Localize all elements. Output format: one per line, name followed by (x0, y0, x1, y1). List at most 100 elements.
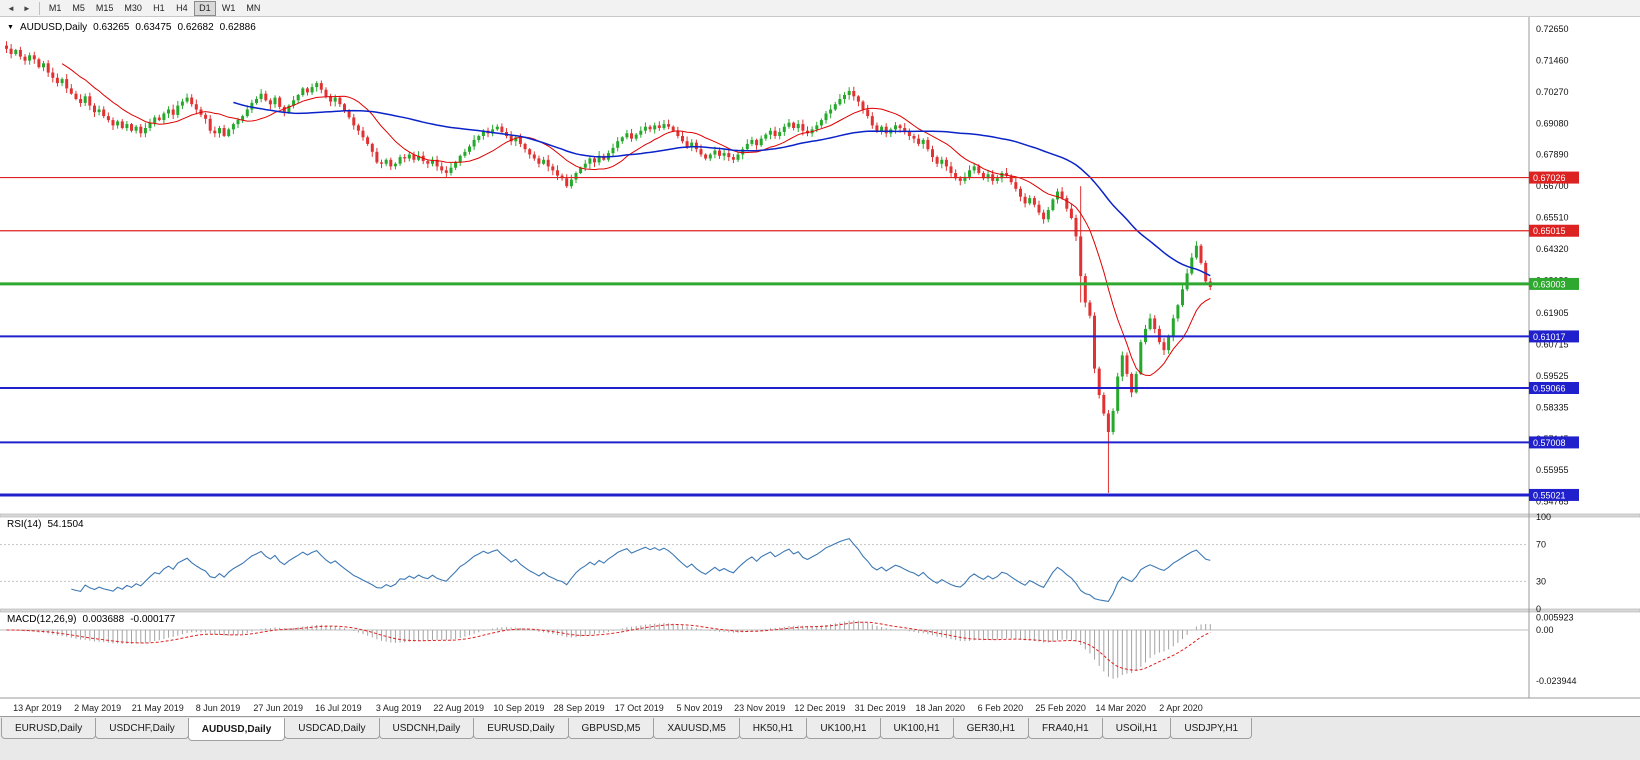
candle-body (866, 109, 870, 117)
candle-body (713, 150, 717, 155)
candle-body (1185, 273, 1189, 290)
candle-body (319, 83, 323, 90)
timeframe-button-w1[interactable]: W1 (221, 3, 236, 13)
timeframe-button-m30[interactable]: M30 (124, 3, 142, 13)
candle-body (556, 170, 559, 176)
candle-body (204, 114, 208, 119)
candle-body (14, 50, 18, 54)
chart-tab-usoil-h1[interactable]: USOil,H1 (1101, 718, 1172, 739)
chart-tab-xauusd-m5[interactable]: XAUUSD,M5 (653, 718, 740, 739)
candle-body (1046, 210, 1050, 220)
chart-tab-fra40-h1[interactable]: FRA40,H1 (1028, 718, 1103, 739)
candle-body (97, 109, 101, 113)
candle-body (273, 97, 277, 105)
macd-value-signal: -0.000177 (130, 614, 176, 625)
price-axis-label: 0.61905 (1536, 308, 1569, 318)
chart-tab-audusd-daily[interactable]: AUDUSD,Daily (187, 718, 286, 741)
chart-tab-gbpusd-m5[interactable]: GBPUSD,M5 (567, 718, 655, 739)
date-axis-label: 25 Feb 2020 (1035, 703, 1086, 713)
candle-body (241, 116, 245, 121)
candle-body (375, 151, 379, 163)
candle-body (944, 159, 948, 167)
price-axis-label: 0.66700 (1536, 181, 1569, 191)
chart-tab-uk100-h1[interactable]: UK100,H1 (806, 718, 881, 739)
candle-body (111, 120, 115, 126)
candle-body (796, 124, 800, 129)
candle-body (292, 100, 296, 106)
candle-body (153, 117, 157, 123)
candle-body (393, 163, 397, 167)
candle-body (1023, 196, 1027, 204)
candle-body (268, 100, 272, 105)
candle-body (708, 154, 712, 159)
candle-body (417, 155, 421, 160)
timeframe-button-h1[interactable]: H1 (153, 3, 165, 13)
pane-separator[interactable] (0, 608, 1640, 613)
hline-price-tag-text: 0.57008 (1533, 438, 1566, 448)
candle-body (1032, 198, 1036, 205)
date-axis-label: 28 Sep 2019 (554, 703, 605, 713)
candle-body (574, 173, 578, 180)
candle-body (1204, 262, 1208, 282)
candle-body (690, 142, 694, 147)
scroll-right-icon[interactable]: ► (22, 3, 31, 13)
candle-body (157, 117, 161, 121)
candle-body (847, 91, 851, 95)
candle-body (125, 124, 129, 129)
chart-tab-usdjpy-h1[interactable]: USDJPY,H1 (1170, 718, 1253, 739)
candle-body (380, 162, 383, 164)
candle-body (643, 126, 647, 131)
candle-body (301, 88, 305, 95)
candle-body (768, 130, 772, 135)
candle-body (162, 113, 166, 121)
chart-tab-usdchf-daily[interactable]: USDCHF,Daily (95, 718, 189, 739)
candle-body (431, 159, 434, 164)
candle-body (671, 126, 675, 131)
candle-body (898, 125, 902, 128)
candle-body (398, 157, 402, 164)
candle-body (259, 93, 263, 99)
candle-body (296, 95, 300, 101)
price-axis-label: 0.60715 (1536, 339, 1569, 349)
candle-body (963, 176, 967, 181)
candle-body (824, 113, 828, 121)
candle-body (694, 142, 698, 150)
rsi-axis-label: 30 (1536, 576, 1546, 586)
collapse-icon[interactable]: ▼ (7, 24, 14, 31)
timeframe-button-mn[interactable]: MN (246, 3, 261, 13)
pane-separator[interactable] (0, 513, 1640, 518)
candle-body (18, 50, 22, 57)
date-axis-label: 13 Apr 2019 (13, 703, 62, 713)
candle-body (1181, 289, 1184, 306)
candle-body (833, 104, 837, 110)
chart-tab-hk50-h1[interactable]: HK50,H1 (738, 718, 808, 739)
candle-body (532, 154, 536, 159)
chart-tab-usdcad-daily[interactable]: USDCAD,Daily (284, 718, 380, 739)
candle-body (1199, 245, 1203, 263)
timeframe-button-m1[interactable]: M1 (48, 3, 62, 13)
timeframe-button-m5[interactable]: M5 (72, 3, 85, 13)
scroll-left-icon[interactable]: ◄ (7, 3, 15, 13)
candle-body (648, 126, 652, 130)
chart-tab-uk100-h1[interactable]: UK100,H1 (879, 718, 954, 739)
timeframe-button-h4[interactable]: H4 (176, 3, 188, 13)
hline-price-tag-text: 0.65015 (1533, 226, 1566, 236)
chart-tab-eurusd-daily[interactable]: EURUSD,Daily (473, 718, 569, 739)
candle-body (1111, 410, 1115, 432)
candle-body (861, 101, 865, 110)
candle-body (449, 167, 453, 173)
hline-price-tag (1529, 224, 1579, 237)
candle-body (315, 83, 319, 88)
ohlc-low: 0.62682 (177, 22, 214, 33)
chart-tab-usdcnh-daily[interactable]: USDCNH,Daily (378, 718, 475, 739)
candle-body (222, 128, 226, 136)
timeframe-button-m15[interactable]: M15 (95, 3, 114, 13)
chart-tab-eurusd-daily[interactable]: EURUSD,Daily (1, 718, 97, 739)
price-axis-label: 0.70270 (1536, 87, 1569, 97)
chart-tab-ger30-h1[interactable]: GER30,H1 (952, 718, 1030, 739)
candle-body (472, 139, 476, 147)
timeframe-button-d1[interactable]: D1 (193, 0, 216, 16)
candle-body (523, 143, 527, 150)
rsi-line (71, 537, 1211, 602)
